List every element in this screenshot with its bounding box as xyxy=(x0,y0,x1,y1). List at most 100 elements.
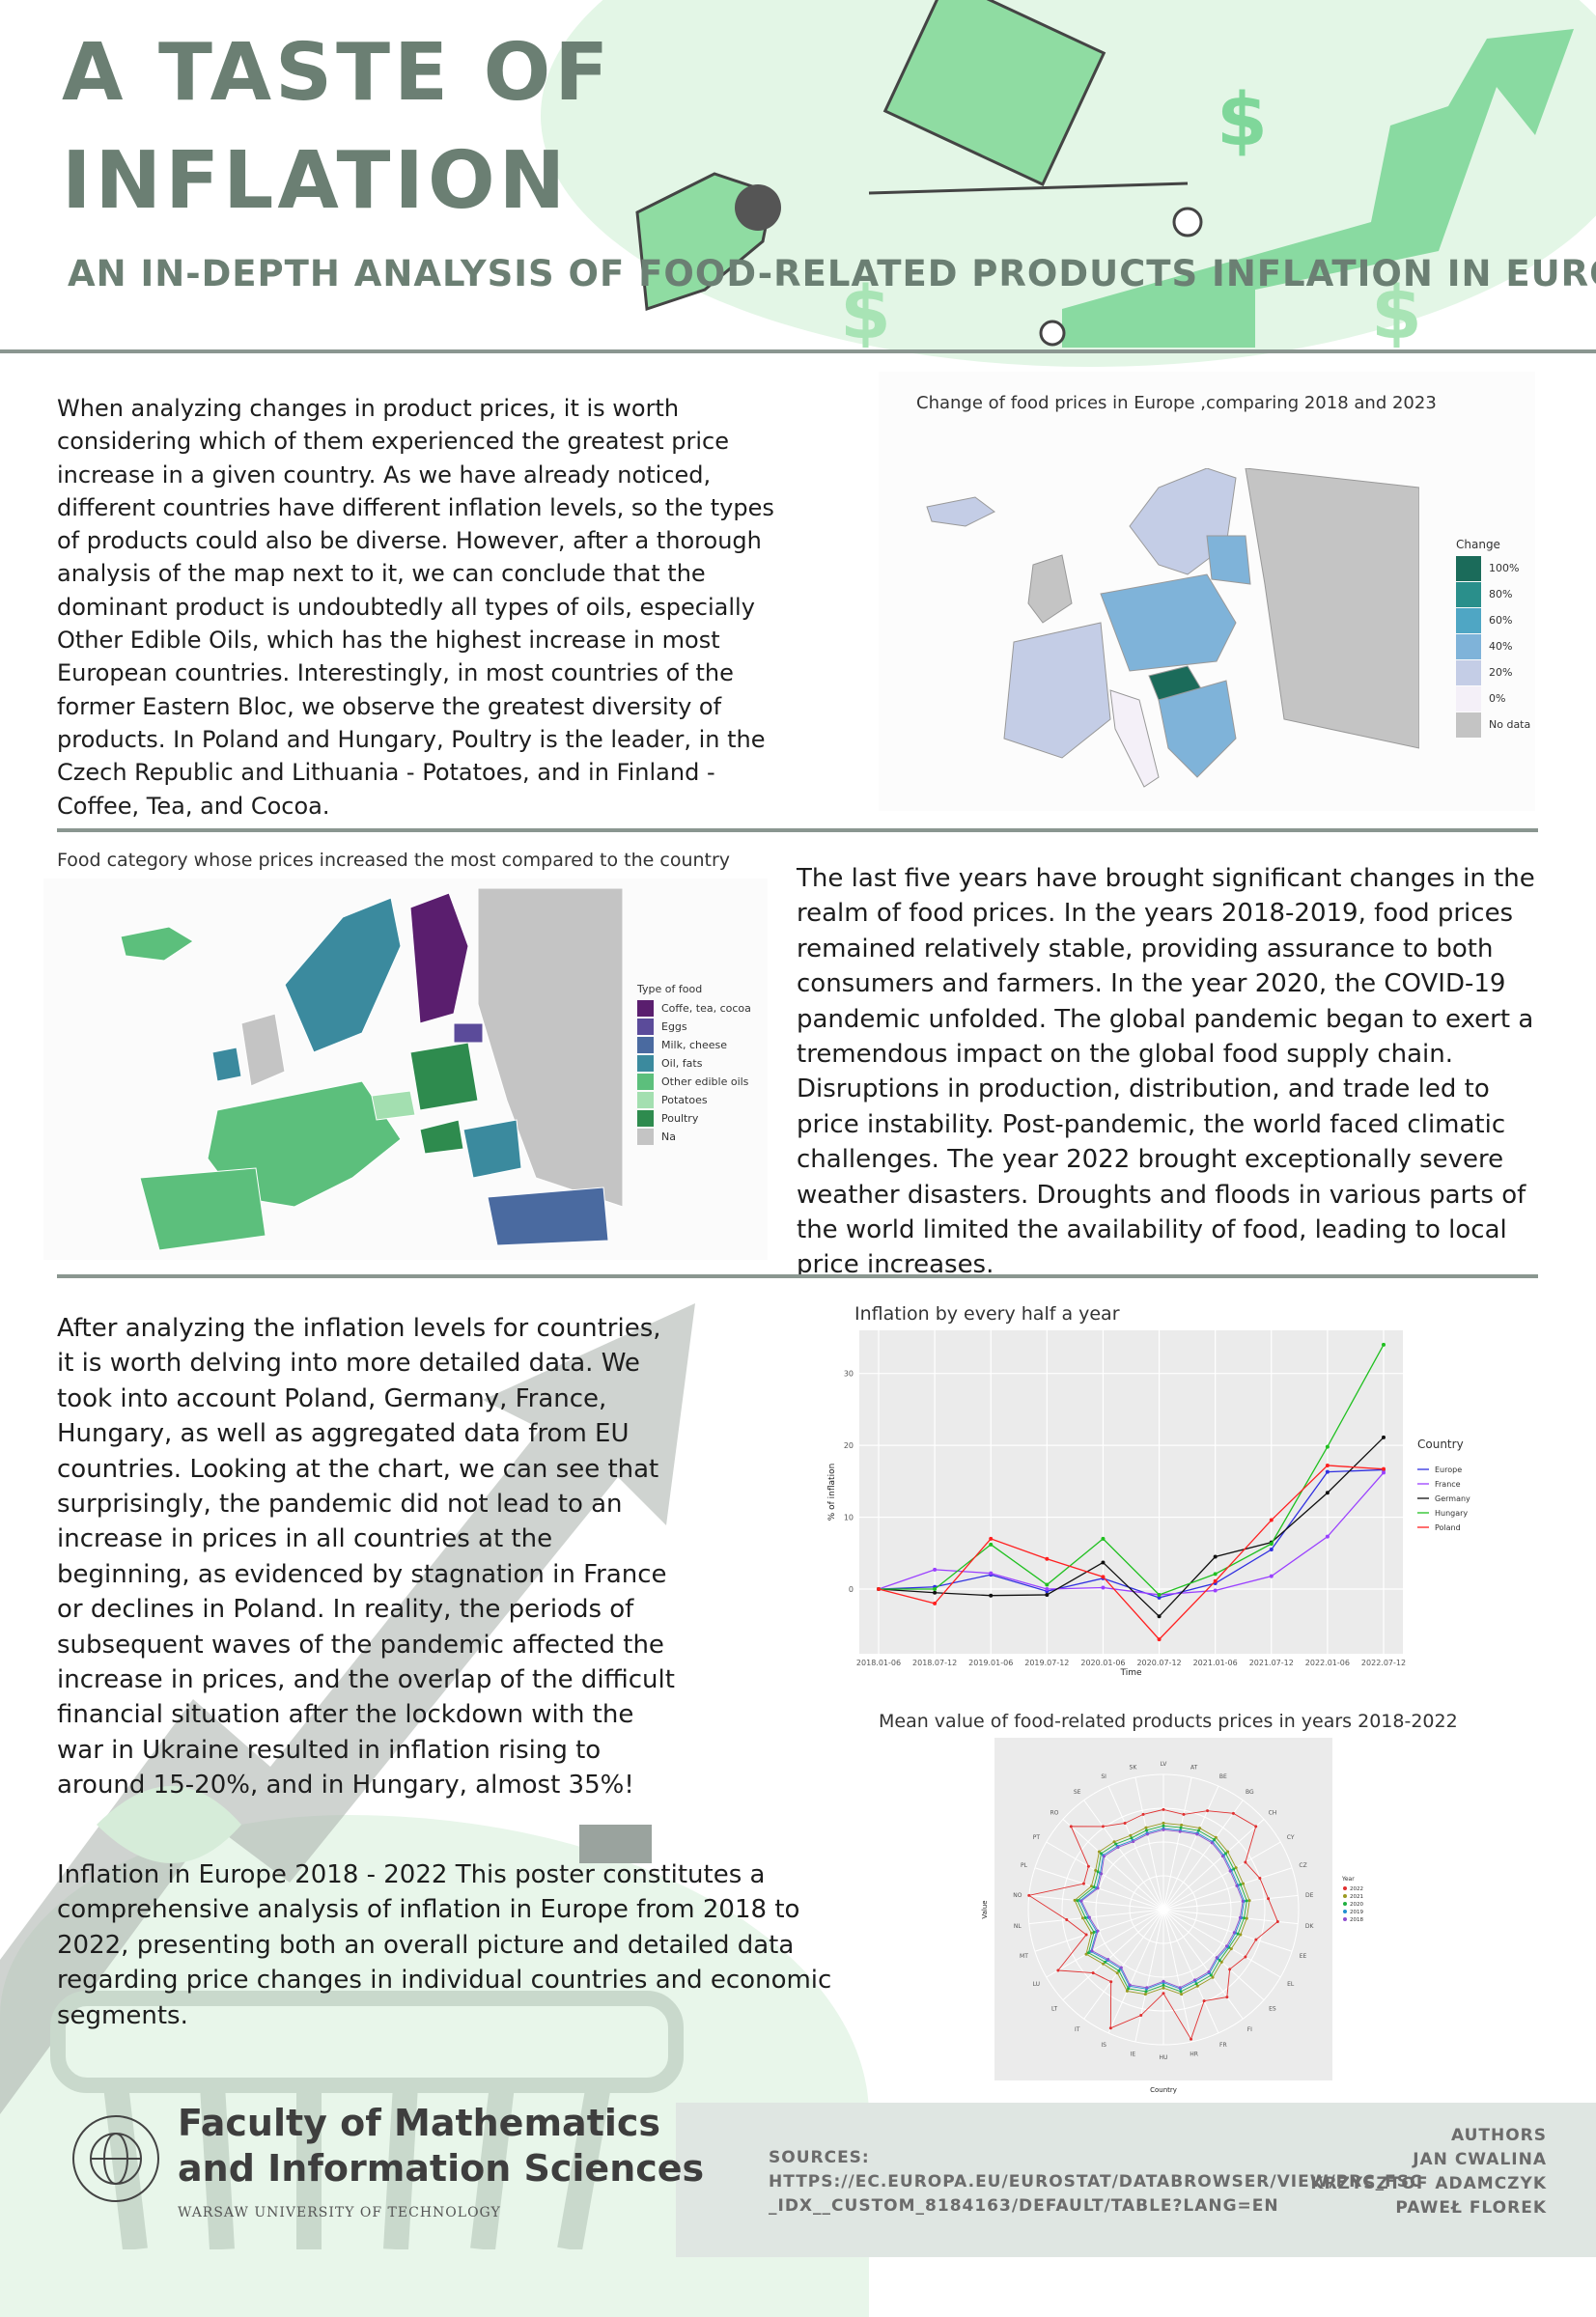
data-point xyxy=(1092,1885,1096,1889)
radar-spoke xyxy=(1107,1785,1164,1911)
author-name: KRZYSZTOF ADAMCZYK xyxy=(1310,2174,1547,2193)
legend-swatch xyxy=(1456,581,1481,607)
legend-swatch xyxy=(637,1110,654,1127)
legend-key xyxy=(1343,1910,1347,1913)
category-label: IS xyxy=(1101,2042,1106,2049)
category-label: MT xyxy=(1020,1953,1028,1960)
data-point xyxy=(1229,1947,1233,1951)
data-point xyxy=(1073,1898,1077,1902)
data-point xyxy=(1117,1968,1121,1972)
data-point xyxy=(1084,1933,1088,1937)
legend-item: 40% xyxy=(1456,633,1530,659)
section3-text-main: After analyzing the inflation levels for… xyxy=(57,1314,675,1801)
data-point xyxy=(1143,1993,1147,1996)
data-point xyxy=(1100,1872,1104,1876)
data-point xyxy=(1207,1970,1211,1974)
category-label: SI xyxy=(1101,1773,1106,1780)
data-point xyxy=(1238,1915,1242,1919)
data-point xyxy=(1382,1435,1386,1439)
category-label: PT xyxy=(1033,1834,1041,1841)
sources-link[interactable]: HTTPS://EC.EUROPA.EU/EUROSTAT/DATABROWSE… xyxy=(769,2172,1423,2191)
data-point xyxy=(1127,1987,1131,1991)
data-point xyxy=(1080,1916,1084,1920)
legend-item: Poultry xyxy=(637,1109,751,1128)
data-point xyxy=(1162,1824,1165,1828)
map-region-balkans xyxy=(1158,680,1237,778)
data-point xyxy=(1106,1958,1110,1962)
map-region-uk xyxy=(1027,554,1073,624)
data-point xyxy=(933,1601,938,1605)
map-region-italy xyxy=(1109,689,1160,788)
category-label: EE xyxy=(1300,1953,1307,1960)
price-change-map xyxy=(926,468,1419,788)
category-label: FR xyxy=(1219,2042,1227,2049)
legend-label: Germany xyxy=(1435,1494,1470,1503)
x-tick-label: 2021.07-12 xyxy=(1249,1659,1294,1667)
map-region-russia xyxy=(1245,468,1419,749)
data-point xyxy=(1132,1840,1135,1844)
data-point xyxy=(1228,1968,1232,1971)
radar-spoke xyxy=(1162,1909,1299,1925)
data-point xyxy=(1269,1548,1274,1552)
data-point xyxy=(1179,1990,1183,1994)
x-tick-label: 2021.01-06 xyxy=(1193,1659,1238,1667)
legend-key xyxy=(1343,1917,1347,1921)
data-point xyxy=(1225,1996,1229,1999)
data-point xyxy=(1178,1829,1182,1833)
category-label: EL xyxy=(1287,1981,1295,1988)
data-point xyxy=(1130,1836,1134,1840)
data-point xyxy=(1089,1931,1093,1935)
legend-title: Country xyxy=(1417,1438,1464,1451)
data-point xyxy=(1162,1986,1165,1990)
data-point xyxy=(1224,1944,1228,1948)
data-point xyxy=(1224,1852,1228,1856)
dollar-icon: $ xyxy=(1217,76,1268,162)
data-point xyxy=(1254,1938,1258,1941)
legend-swatch xyxy=(1456,607,1481,633)
tag-icon xyxy=(579,1825,652,1863)
radar-spoke xyxy=(1162,1909,1281,1978)
legend-item: Coffe, tea, cocoa xyxy=(637,999,751,1018)
map-region-iceland xyxy=(926,496,995,527)
data-point xyxy=(1119,1966,1123,1969)
y-axis-label: Value xyxy=(981,1900,989,1918)
data-point xyxy=(1244,1955,1247,1959)
inflation-line-chart: 0 10 20 30 2018.01-06 2018.07-12 2019.01-06 201… xyxy=(827,1330,1470,1678)
category-label: CZ xyxy=(1299,1862,1306,1869)
category-label: SK xyxy=(1130,1764,1138,1771)
legend-item: 0% xyxy=(1456,685,1530,712)
x-axis-label: Country xyxy=(1150,2086,1177,2094)
data-point xyxy=(1162,1992,1165,1996)
legend-swatch xyxy=(1456,712,1481,738)
food-category-map-panel: Type of food Coffe, tea, cocoa Eggs Milk, … xyxy=(43,879,768,1260)
data-point xyxy=(1108,2026,1112,2030)
x-tick-label: 2018.07-12 xyxy=(912,1659,957,1667)
data-point xyxy=(1101,1575,1106,1579)
section1-text: When analyzing changes in product prices… xyxy=(57,395,774,820)
data-point xyxy=(1325,1444,1330,1449)
legend-swatch xyxy=(637,1055,654,1072)
data-point xyxy=(1079,1899,1083,1903)
legend-label: Coffe, tea, cocoa xyxy=(661,1002,751,1015)
map-region-turkey xyxy=(487,1186,609,1246)
legend-swatch xyxy=(1456,685,1481,712)
data-point xyxy=(1092,1930,1096,1934)
data-point xyxy=(1083,1915,1087,1919)
data-point xyxy=(1114,1842,1118,1846)
radar-spoke xyxy=(1162,1909,1293,1952)
x-axis-label: Time xyxy=(1119,1668,1141,1678)
y-tick-label: 20 xyxy=(844,1441,854,1450)
data-point xyxy=(1195,1984,1199,1988)
data-point xyxy=(1102,1962,1106,1966)
data-point xyxy=(1258,1877,1262,1881)
price-radar-chart: LV AT BE BG CH CY CZ DE DK EE EL ES FI FR HR HU IE IS IT LT… xyxy=(981,1738,1363,2094)
radar-spoke xyxy=(1107,1909,1164,2034)
radar-spoke xyxy=(1083,1909,1164,2020)
legend-swatch xyxy=(637,1037,654,1053)
radar-spoke xyxy=(1028,1894,1164,1911)
legend-item: 60% xyxy=(1456,607,1530,633)
legend-label: 2019 xyxy=(1350,1910,1363,1915)
food-category-map-title: Food category whose prices increased the… xyxy=(57,850,731,871)
header-divider xyxy=(0,349,1596,353)
radar-spoke xyxy=(1162,1841,1281,1911)
